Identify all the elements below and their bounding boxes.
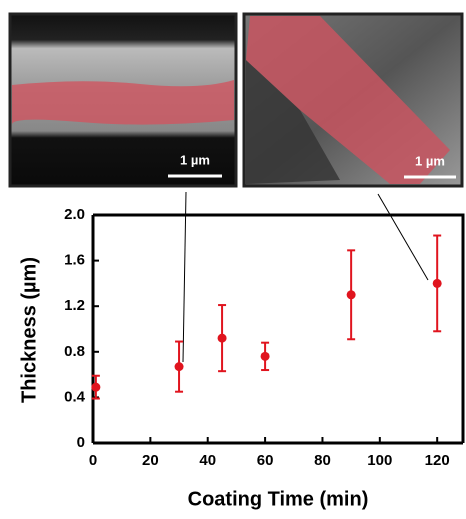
y-tick-label: 2.0 — [64, 206, 85, 223]
data-point — [260, 351, 270, 361]
y-tick-label: 1.2 — [64, 297, 85, 314]
scale-bar-label: 1 µm — [415, 153, 445, 168]
y-axis-title: Thickness (µm) — [18, 257, 40, 403]
x-tick-label: 60 — [257, 452, 274, 469]
y-tick-label: 0 — [77, 434, 85, 451]
x-tick-label: 40 — [199, 452, 216, 469]
data-point — [346, 290, 356, 300]
x-tick-label: 20 — [142, 452, 159, 469]
data-point — [91, 382, 101, 392]
y-tick-label: 1.6 — [64, 252, 85, 269]
x-tick-label: 100 — [367, 452, 392, 469]
data-point — [432, 278, 442, 288]
x-tick-label: 80 — [314, 452, 331, 469]
x-tick-label: 0 — [89, 452, 97, 469]
plot-frame — [93, 213, 465, 443]
data-point — [174, 362, 184, 372]
connector — [377, 193, 429, 281]
data-point — [217, 333, 227, 343]
connector — [182, 191, 187, 363]
x-axis-title: Coating Time (min) — [188, 488, 369, 510]
scale-bar-label: 1 µm — [180, 152, 210, 167]
x-tick-label: 120 — [425, 452, 450, 469]
sem-image-right: 1 µm — [242, 12, 464, 188]
y-tick-label: 0.8 — [64, 343, 85, 360]
y-tick-label: 0.4 — [64, 388, 86, 405]
sem-image-left: 1 µm — [8, 12, 238, 188]
